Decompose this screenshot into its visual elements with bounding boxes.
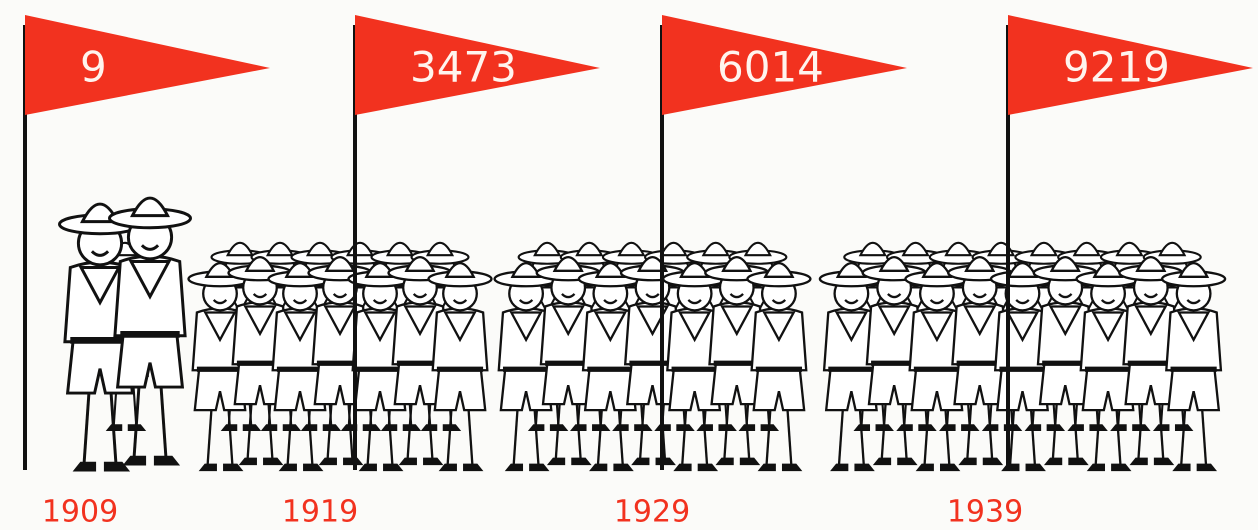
year-label: 1909 — [42, 495, 118, 530]
flag-value: 6014 — [717, 43, 824, 92]
year-label: 1919 — [282, 495, 358, 530]
year-label: 1939 — [947, 495, 1023, 530]
flag-value: 9 — [80, 43, 107, 92]
flag-value: 9219 — [1063, 43, 1170, 92]
year-label: 1929 — [614, 495, 690, 530]
flag-value: 3473 — [410, 43, 517, 92]
chart: 9 3473 6014 9219 1909 1919 1929 1939 — [0, 0, 1258, 530]
